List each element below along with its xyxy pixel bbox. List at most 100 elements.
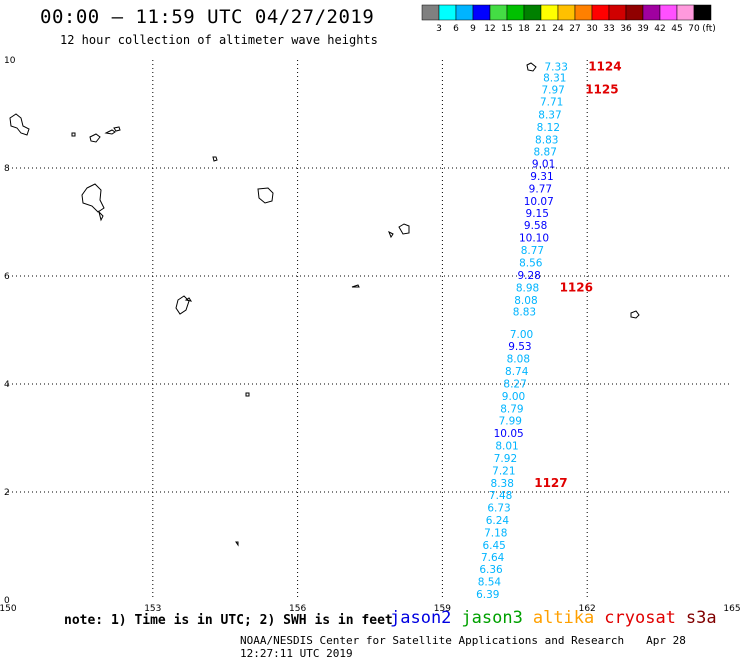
track-time-label: 1127	[534, 476, 567, 490]
island-outline	[212, 156, 218, 162]
wave-height-reading: 7.00	[510, 329, 533, 341]
island-outline	[9, 113, 30, 136]
wave-height-reading: 6.45	[482, 540, 505, 552]
color-scale-swatch	[472, 4, 491, 21]
wave-height-reading: 10.10	[519, 233, 549, 245]
wave-height-reading: 7.21	[492, 465, 515, 477]
mission-jason3: jason3	[461, 608, 523, 628]
wave-height-reading: 10.05	[494, 428, 524, 440]
color-scale-swatch	[608, 4, 627, 21]
color-scale-swatch	[455, 4, 474, 21]
color-scale-swatch	[693, 4, 712, 21]
x-tick-label: 165	[723, 604, 740, 614]
color-scale-label: 24	[552, 24, 564, 34]
color-scale-unit: (ft)	[702, 24, 716, 34]
color-scale-swatch	[489, 4, 508, 21]
color-scale-label: 33	[603, 24, 614, 34]
color-scale-legend: 3 6 9 12 15 18 21 24 27 30 33 36 39 42 45 70 (ft)	[421, 4, 716, 34]
color-scale-swatch	[421, 4, 440, 21]
color-scale-label: 9	[470, 24, 476, 34]
mission-legend: jason2 jason3 altika cryosat s3a	[390, 608, 727, 628]
mission-jason2: jason2	[390, 608, 452, 628]
island-outline	[184, 297, 193, 302]
island-outline	[71, 132, 76, 137]
wave-height-reading: 9.77	[529, 184, 552, 196]
wave-height-reading: 9.00	[502, 391, 525, 403]
wave-height-reading: 7.71	[540, 97, 563, 109]
axis-tick-labels: 150 153 156 159 162 165 0 2 4 6 8 10	[0, 56, 740, 614]
y-tick-label: 0	[4, 596, 10, 606]
color-scale-swatch	[591, 4, 610, 21]
wave-height-reading: 7.64	[481, 552, 505, 564]
x-tick-label: 162	[579, 604, 596, 614]
island-outlines	[9, 62, 640, 547]
color-scale-swatch	[438, 4, 457, 21]
wave-height-reading: 8.79	[500, 403, 523, 415]
wave-height-reading: 9.31	[530, 171, 553, 183]
y-tick-label: 2	[4, 488, 10, 498]
color-scale-label: 70	[688, 24, 700, 34]
color-scale-label: 27	[569, 24, 580, 34]
wave-height-reading: 9.58	[524, 220, 547, 232]
wave-height-reading: 8.83	[513, 307, 536, 319]
credit-text: NOAA/NESDIS Center for Satellite Applica…	[240, 634, 625, 647]
color-scale-label: 30	[586, 24, 598, 34]
wave-height-reading: 7.18	[484, 528, 507, 540]
mission-s3a: s3a	[685, 608, 717, 628]
wave-height-reading: 9.53	[508, 341, 531, 353]
island-outline	[526, 62, 537, 72]
island-outline	[104, 129, 116, 135]
wave-height-reading: 8.83	[535, 134, 558, 146]
credit-line: NOAA/NESDIS Center for Satellite Applica…	[240, 634, 740, 660]
color-scale-swatch	[557, 4, 576, 21]
island-outline	[98, 210, 104, 222]
wave-height-reading: 8.37	[538, 110, 561, 122]
island-outline	[235, 541, 239, 547]
color-scale-label: 18	[518, 24, 530, 34]
island-outline	[175, 295, 190, 315]
footer-note: note: 1) Time is in UTC; 2) SWH is in fe…	[64, 613, 393, 628]
color-scale-swatch	[574, 4, 593, 21]
wave-height-reading: 7.99	[499, 416, 522, 428]
page-title: 00:00 – 11:59 UTC 04/27/2019	[40, 6, 375, 28]
wave-height-reading: 8.31	[543, 72, 566, 84]
wave-height-reading: 6.73	[487, 503, 510, 515]
color-scale-swatch	[659, 4, 678, 21]
color-scale-label: 12	[484, 24, 495, 34]
island-outline	[89, 133, 101, 143]
y-tick-label: 4	[4, 380, 10, 390]
wave-height-reading: 6.39	[476, 589, 499, 601]
color-scale-label: 42	[654, 24, 665, 34]
mission-altika: altika	[532, 608, 595, 628]
wave-height-reading: 8.08	[514, 295, 537, 307]
wave-height-reading: 9.28	[517, 270, 540, 282]
x-tick-label: 150	[0, 604, 17, 614]
island-outline	[81, 183, 105, 213]
island-outline	[245, 392, 250, 397]
island-outline	[113, 126, 121, 132]
wave-height-reading: 8.87	[534, 146, 557, 158]
wave-height-reading: 6.24	[486, 515, 510, 527]
y-tick-label: 6	[4, 272, 10, 282]
wave-height-reading: 8.77	[521, 245, 544, 257]
wave-height-reading: 6.36	[479, 564, 503, 576]
wave-height-reading: 7.97	[541, 85, 564, 97]
y-tick-label: 8	[4, 164, 10, 174]
wave-height-reading: 7.48	[489, 490, 512, 502]
color-scale-swatch	[506, 4, 525, 21]
y-tick-label: 10	[4, 56, 16, 66]
color-scale-label: 6	[453, 24, 459, 34]
island-outline	[257, 187, 274, 204]
track-time-label: 1125	[585, 83, 618, 97]
wave-height-reading: 7.92	[494, 453, 517, 465]
wave-height-reading: 8.01	[495, 441, 518, 453]
color-scale-swatch	[523, 4, 542, 21]
wave-height-reading: 9.15	[526, 208, 549, 220]
x-tick-label: 153	[144, 604, 161, 614]
wave-height-reading: 8.74	[505, 366, 529, 378]
wave-height-reading: 8.27	[503, 378, 526, 390]
color-scale-label: 3	[436, 24, 442, 34]
wave-height-reading: 8.54	[478, 577, 502, 589]
x-tick-label: 156	[289, 604, 306, 614]
